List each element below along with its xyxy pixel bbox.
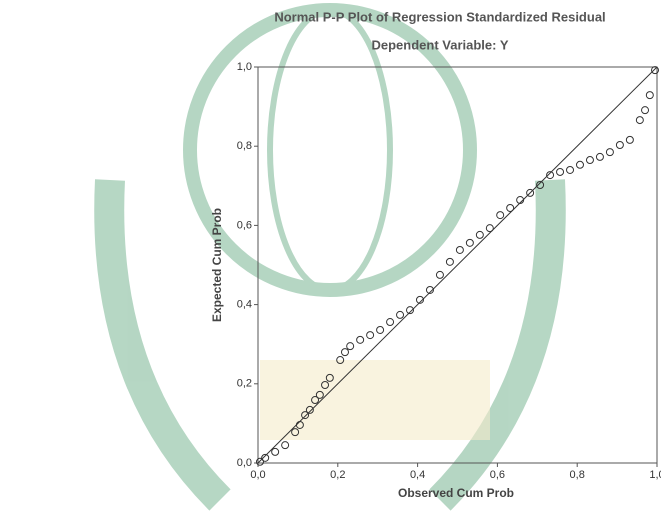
- point: [486, 225, 493, 232]
- chart-subtitle: Dependent Variable: Y: [371, 37, 508, 52]
- point: [436, 271, 443, 278]
- point: [576, 161, 583, 168]
- x-tick-label: 0,8: [570, 469, 585, 481]
- point: [466, 239, 473, 246]
- point: [507, 204, 514, 211]
- y-tick-label: 0,2: [237, 378, 252, 390]
- point: [357, 336, 364, 343]
- point: [636, 117, 643, 124]
- point: [272, 448, 279, 455]
- point: [456, 246, 463, 253]
- point: [626, 136, 633, 143]
- point: [476, 231, 483, 238]
- point: [497, 212, 504, 219]
- point: [377, 326, 384, 333]
- point: [586, 157, 593, 164]
- x-tick-label: 0,4: [410, 469, 425, 481]
- chart: Normal P-P Plot of Regression Standardiz…: [0, 0, 661, 511]
- point: [282, 442, 289, 449]
- y-tick-label: 0,0: [237, 457, 252, 469]
- y-axis-label: Expected Cum Prob: [210, 208, 224, 322]
- chart-title: Normal P-P Plot of Regression Standardiz…: [274, 9, 605, 24]
- point: [446, 258, 453, 265]
- y-tick-label: 1,0: [237, 61, 252, 73]
- y-tick-label: 0,6: [237, 219, 252, 231]
- point: [387, 319, 394, 326]
- page: Normal P-P Plot of Regression Standardiz…: [0, 0, 661, 511]
- x-tick-label: 0,2: [330, 469, 345, 481]
- point: [397, 311, 404, 318]
- point: [596, 153, 603, 160]
- x-tick-label: 0,6: [490, 469, 505, 481]
- watermark: [109, 10, 551, 500]
- point: [616, 142, 623, 149]
- point: [367, 332, 374, 339]
- point: [341, 349, 348, 356]
- point: [557, 168, 564, 175]
- x-tick-label: 1,0: [649, 469, 661, 481]
- x-tick-label: 0,0: [250, 469, 265, 481]
- point: [567, 166, 574, 173]
- y-tick-label: 0,8: [237, 140, 252, 152]
- point: [642, 107, 649, 114]
- point: [606, 149, 613, 156]
- y-tick-label: 0,4: [237, 299, 252, 311]
- point: [646, 92, 653, 99]
- x-axis-label: Observed Cum Prob: [398, 486, 514, 500]
- point: [347, 343, 354, 350]
